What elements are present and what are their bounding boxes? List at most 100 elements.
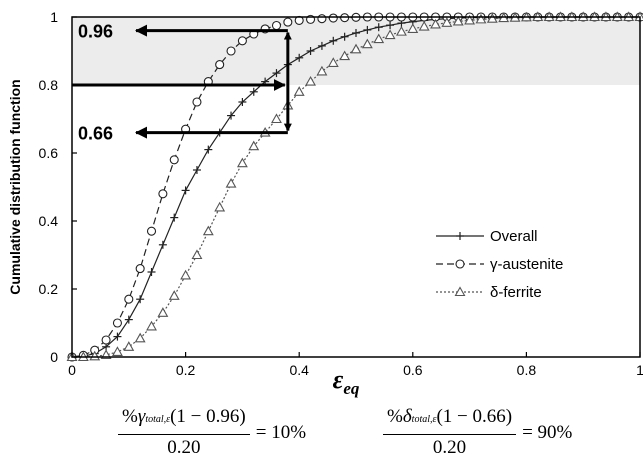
data-point <box>136 295 145 304</box>
data-point <box>124 315 133 324</box>
data-point <box>361 38 373 49</box>
data-point <box>328 13 338 23</box>
x-tick-label: 0.2 <box>176 362 196 378</box>
data-point <box>168 290 180 300</box>
data-point <box>204 145 213 154</box>
data-point <box>327 57 339 67</box>
y-tick-label: 0.8 <box>39 77 59 93</box>
data-point <box>317 41 326 50</box>
data-point <box>464 14 476 25</box>
data-point <box>236 157 248 168</box>
formula-ferrite: %δtotal,ε(1 − 0.66) 0.20 = 90% <box>383 405 572 460</box>
y-tick-label: 0.2 <box>39 281 59 297</box>
data-point <box>306 47 315 55</box>
numerator-expression: (1 − 0.96) <box>170 406 246 427</box>
data-point <box>418 20 430 31</box>
data-point <box>305 75 317 86</box>
legend-label: Overall <box>490 228 538 245</box>
percent-sign: % <box>387 406 403 427</box>
legend-marker <box>454 286 466 297</box>
data-point <box>134 332 146 343</box>
data-point <box>475 13 487 24</box>
data-point <box>180 269 192 280</box>
data-point <box>192 97 202 107</box>
plot-frame <box>71 16 641 358</box>
data-point <box>214 201 226 212</box>
data-point <box>373 33 385 44</box>
data-point <box>192 166 201 174</box>
data-point <box>340 32 349 41</box>
annotation-layer: 0.96 0.66 <box>72 22 292 144</box>
legend-marker <box>456 232 464 240</box>
fraction-denominator: 0.20 <box>167 437 201 458</box>
data-point <box>271 20 282 31</box>
data-point <box>293 86 305 96</box>
data-point <box>158 189 168 199</box>
data-point <box>226 46 236 56</box>
formula-austenite: %γtotal,ε(1 − 0.96) 0.20 = 10% <box>118 405 306 460</box>
data-point <box>352 28 360 37</box>
data-point <box>157 307 169 317</box>
data-point <box>124 294 134 304</box>
subscript: total,ε <box>145 414 171 425</box>
data-point <box>271 113 282 124</box>
data-point <box>249 87 258 96</box>
data-point <box>317 14 327 24</box>
data-point <box>248 140 260 151</box>
data-point <box>146 320 157 331</box>
x-tick-label: 0.6 <box>403 362 423 378</box>
symbol: δ <box>402 406 412 427</box>
x-tick-label: 1 <box>636 362 643 378</box>
percent-sign: % <box>122 406 138 427</box>
annotation-label: 0.66 <box>78 124 113 144</box>
data-point <box>135 264 145 274</box>
data-point <box>112 318 122 328</box>
fraction: %δtotal,ε(1 − 0.66) 0.20 <box>383 405 517 460</box>
data-point <box>237 36 247 46</box>
cdf-chart: 0.96 0.66 0 0.2 0.4 0.6 0.8 1 0 0.2 0.4 0.6 0.8 1 Ov… <box>7 9 643 398</box>
legend-label: δ-ferrite <box>490 284 542 301</box>
subscript: total,ε <box>411 414 437 425</box>
y-tick-label: 0.4 <box>39 213 59 229</box>
formula-result: = 10% <box>255 421 307 443</box>
data-point <box>111 346 123 356</box>
data-point <box>395 25 407 36</box>
legend-label: γ-austenite <box>490 256 563 273</box>
data-point <box>202 225 214 236</box>
data-point <box>283 17 293 27</box>
numerator-expression: (1 − 0.66) <box>436 406 513 427</box>
data-point <box>339 50 351 61</box>
data-point <box>238 98 247 106</box>
x-tick-label: 0.4 <box>289 362 309 378</box>
x-tick-label: 0.8 <box>517 362 537 378</box>
legend: Overall γ-austenite δ-ferrite <box>436 228 563 301</box>
x-tick-label: 0 <box>68 362 76 378</box>
data-point <box>295 53 304 62</box>
series-3 <box>66 11 643 362</box>
data-point <box>169 155 179 165</box>
data-point <box>363 25 372 34</box>
data-point <box>350 43 362 54</box>
annotation-label: 0.96 <box>78 22 113 42</box>
data-point <box>123 341 135 351</box>
axis-ticks: 0 0.2 0.4 0.6 0.8 1 0 0.2 0.4 0.6 0.8 1 <box>39 9 643 378</box>
data-point <box>374 23 383 32</box>
data-point <box>384 29 396 40</box>
legend-marker <box>455 259 465 269</box>
data-point <box>215 60 225 70</box>
data-point <box>227 111 236 120</box>
x-axis-label-symbol: ε <box>333 365 344 394</box>
formula-result: = 90% <box>522 421 573 443</box>
y-tick-label: 0.6 <box>39 145 59 161</box>
data-point <box>181 186 190 195</box>
data-point <box>486 13 498 23</box>
data-point <box>441 17 453 27</box>
y-tick-label: 0 <box>50 349 58 365</box>
y-axis-label: Cumulative distribution function <box>7 79 23 294</box>
data-point <box>147 268 156 276</box>
x-axis-label-subscript: eq <box>343 379 360 398</box>
data-point <box>407 23 419 33</box>
data-point <box>272 69 281 78</box>
fraction: %γtotal,ε(1 − 0.96) 0.20 <box>118 405 250 460</box>
data-point <box>170 213 179 222</box>
